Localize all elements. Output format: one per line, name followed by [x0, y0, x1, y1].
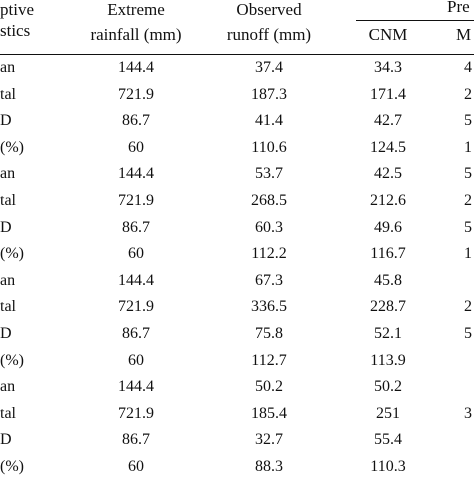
cell-extreme-rainfall: 60: [128, 351, 144, 369]
cell-cnm: 34.3: [374, 59, 402, 76]
header-extreme-rainfall-line1: Extreme: [107, 0, 165, 19]
cell-cnm: 113.9: [370, 351, 406, 369]
cell-m-partial: 2: [464, 85, 472, 103]
row-label: (%): [0, 351, 24, 369]
header-descriptive-line1: ptive: [0, 0, 34, 19]
cell-observed-runoff: 88.3: [255, 458, 283, 475]
cell-cnm: 228.7: [370, 298, 406, 316]
cell-extreme-rainfall: 86.7: [122, 218, 150, 236]
header-cnm: CNM: [368, 25, 408, 44]
cell-extreme-rainfall: 86.7: [122, 325, 150, 342]
cell-observed-runoff: 37.4: [255, 59, 283, 76]
row-label: an: [0, 59, 16, 76]
row-label: an: [0, 378, 16, 396]
cell-cnm: 42.5: [374, 165, 402, 183]
cell-observed-runoff: 112.7: [251, 351, 287, 369]
header-observed-runoff-line2: runoff (mm): [226, 25, 312, 44]
cell-cnm: 55.4: [374, 431, 402, 449]
header-descriptive-line2: stics: [0, 21, 31, 40]
row-label: D: [0, 431, 12, 449]
header-bottom-rule: [0, 54, 474, 55]
cell-extreme-rainfall: 60: [128, 245, 144, 263]
header-observed-runoff-line1: Observed: [236, 0, 302, 19]
row-label: tal: [0, 298, 16, 316]
cell-extreme-rainfall: 86.7: [122, 431, 150, 449]
row-label: tal: [0, 404, 16, 422]
cell-extreme-rainfall: 144.4: [118, 59, 154, 76]
cell-cnm: 171.4: [370, 85, 406, 103]
cell-observed-runoff: 32.7: [255, 431, 283, 449]
cell-cnm: 116.7: [370, 245, 406, 263]
cell-m-partial: 4: [464, 59, 472, 76]
cell-m-partial: 5: [464, 165, 472, 183]
row-label: an: [0, 271, 16, 289]
cell-m-partial: 2: [464, 192, 472, 209]
cell-cnm: 45.8: [374, 271, 402, 289]
cell-observed-runoff: 336.5: [251, 298, 287, 316]
cell-m-partial: 5: [464, 218, 472, 236]
cell-extreme-rainfall: 144.4: [118, 378, 154, 396]
row-label: (%): [0, 245, 24, 263]
predicted-group-rule: [356, 20, 474, 21]
row-label: D: [0, 218, 12, 236]
row-label: D: [0, 325, 12, 342]
cell-extreme-rainfall: 721.9: [118, 192, 154, 209]
cell-observed-runoff: 268.5: [251, 192, 287, 209]
cell-observed-runoff: 110.6: [251, 138, 287, 156]
cell-observed-runoff: 50.2: [255, 378, 283, 396]
cell-extreme-rainfall: 144.4: [118, 271, 154, 289]
cell-cnm: 212.6: [370, 192, 406, 209]
header-m-partial: M: [456, 25, 472, 44]
cell-observed-runoff: 41.4: [255, 112, 283, 130]
row-label: an: [0, 165, 16, 183]
row-label: (%): [0, 138, 24, 156]
cell-extreme-rainfall: 721.9: [118, 85, 154, 103]
cell-cnm: 49.6: [374, 218, 402, 236]
row-label: (%): [0, 458, 24, 475]
cell-m-partial: 1: [464, 138, 472, 156]
cell-observed-runoff: 53.7: [255, 165, 283, 183]
cell-observed-runoff: 187.3: [251, 85, 287, 103]
cell-extreme-rainfall: 60: [128, 138, 144, 156]
cell-m-partial: 1: [464, 245, 472, 263]
cell-cnm: 52.1: [374, 325, 402, 342]
cell-extreme-rainfall: 60: [128, 458, 144, 475]
cell-m-partial: 5: [464, 325, 472, 342]
cell-cnm: 251: [376, 404, 400, 422]
cell-observed-runoff: 185.4: [251, 404, 287, 422]
cell-cnm: 124.5: [370, 138, 406, 156]
row-label: tal: [0, 85, 16, 103]
cell-cnm: 42.7: [374, 112, 402, 130]
cell-m-partial: 3: [464, 404, 472, 422]
cell-m-partial: 5: [464, 112, 472, 130]
row-label: D: [0, 112, 12, 130]
cell-extreme-rainfall: 721.9: [118, 298, 154, 316]
cell-extreme-rainfall: 86.7: [122, 112, 150, 130]
cell-m-partial: 2: [464, 298, 472, 316]
header-predicted-group: Pre: [447, 0, 470, 16]
row-label: tal: [0, 192, 16, 209]
cell-observed-runoff: 67.3: [255, 271, 283, 289]
cell-cnm: 110.3: [370, 458, 406, 475]
header-extreme-rainfall-line2: rainfall (mm): [90, 25, 182, 44]
cell-cnm: 50.2: [374, 378, 402, 396]
cell-observed-runoff: 60.3: [255, 218, 283, 236]
cell-extreme-rainfall: 144.4: [118, 165, 154, 183]
cell-observed-runoff: 112.2: [251, 245, 287, 263]
cell-extreme-rainfall: 721.9: [118, 404, 154, 422]
cell-observed-runoff: 75.8: [255, 325, 283, 342]
